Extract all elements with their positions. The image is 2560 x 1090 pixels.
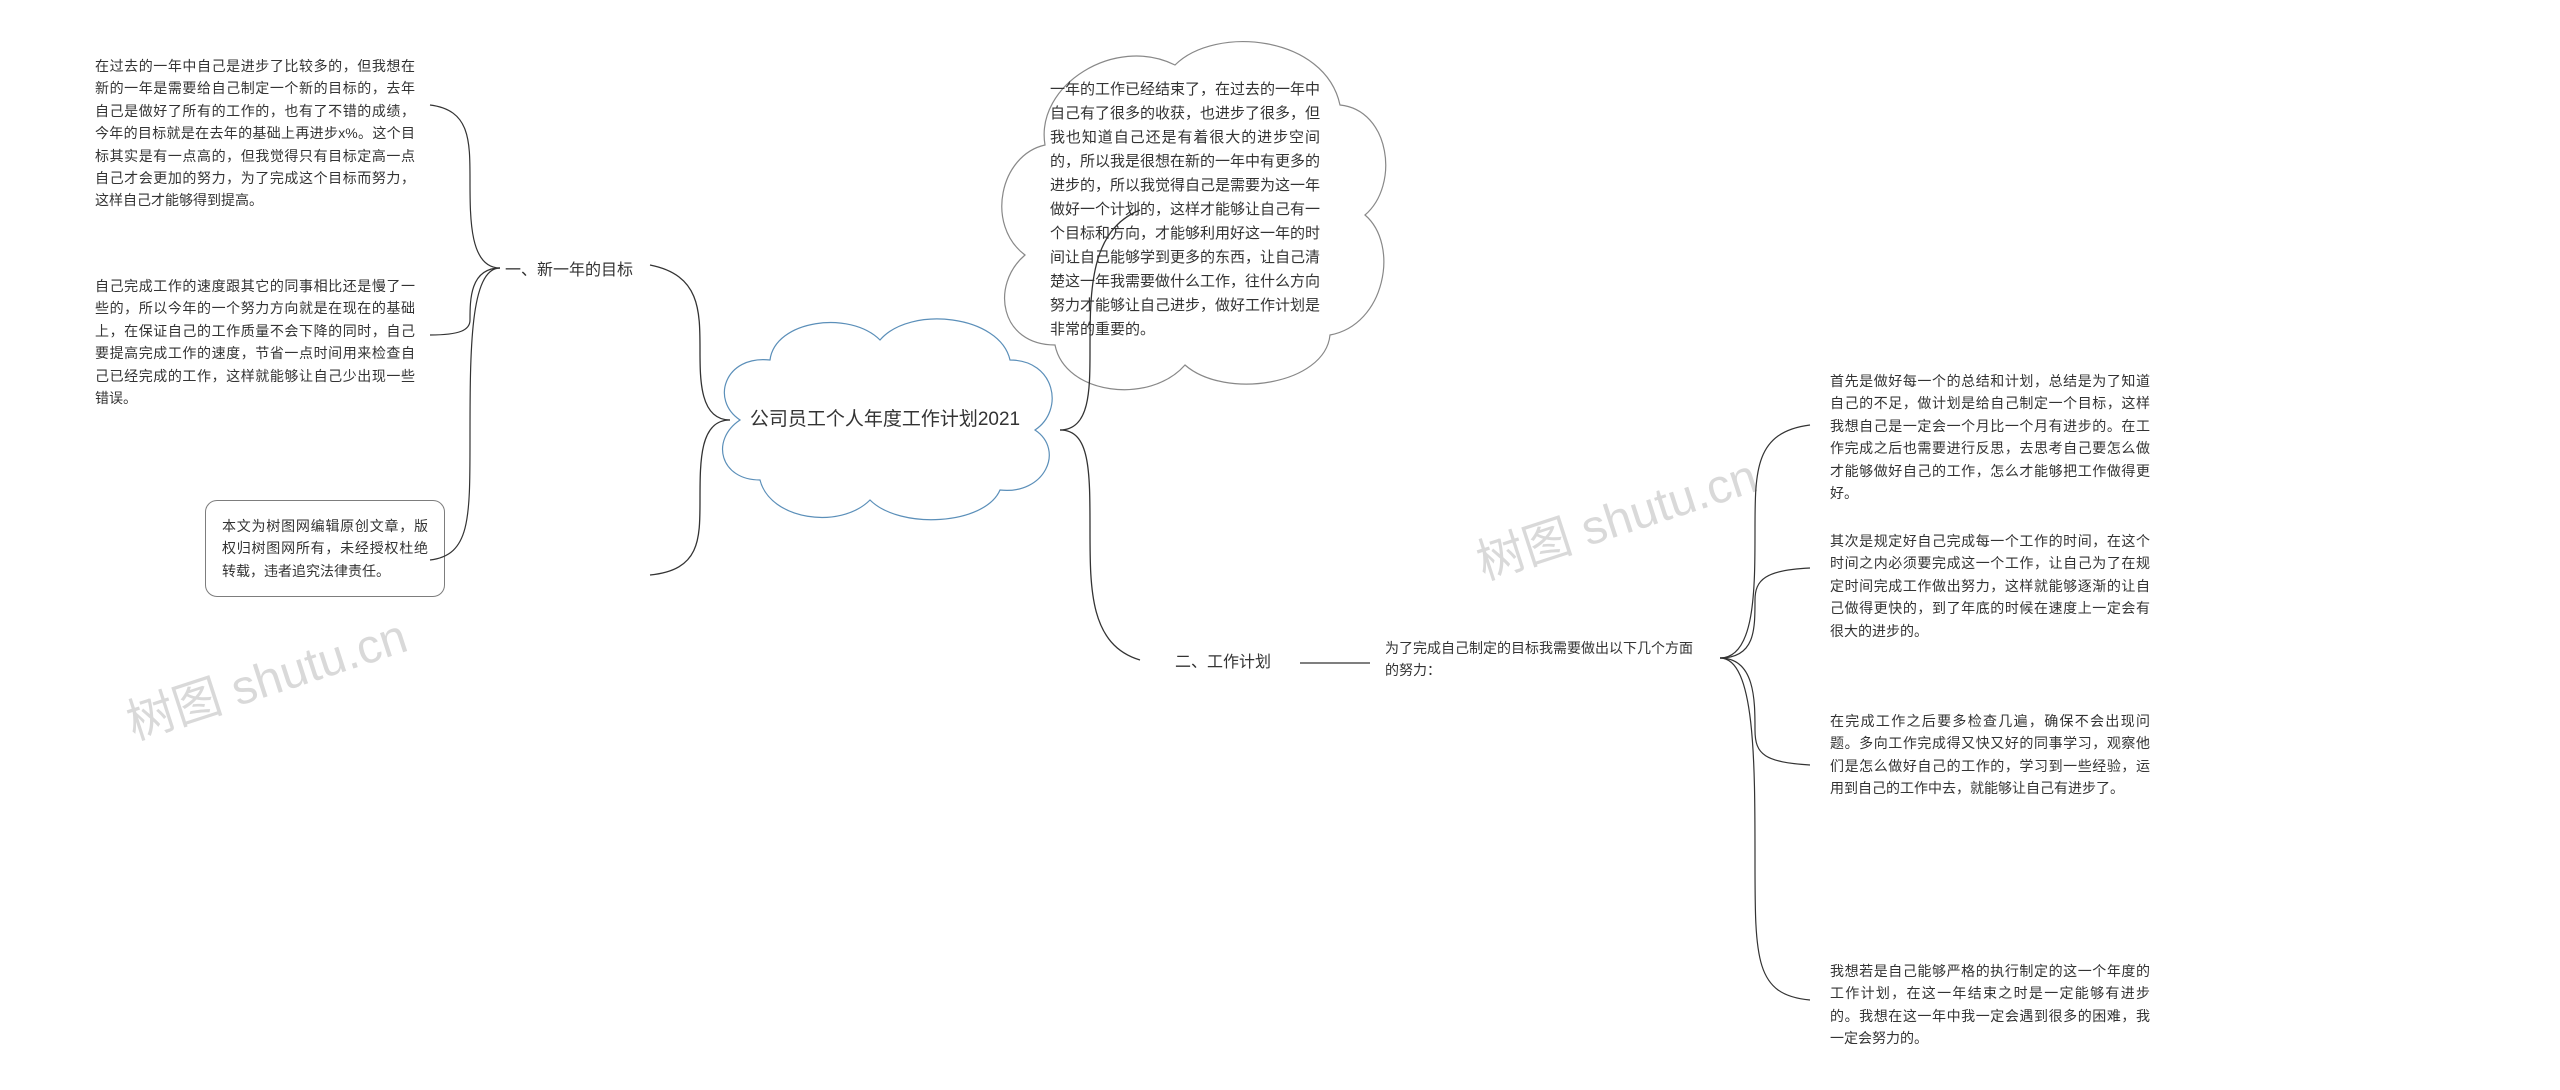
- center-left-brace: [640, 260, 740, 580]
- right-leaf-3: 在完成工作之后要多检查几遍，确保不会出现问题。多向工作完成得又快又好的同事学习，…: [1830, 710, 2150, 800]
- right-leaves-brace: [1715, 420, 1825, 1040]
- right-leaf-2: 其次是规定好自己完成每一个工作的时间，在这个时间之内必须要完成这一个工作，让自己…: [1830, 530, 2150, 642]
- right-leaf-2-text: 其次是规定好自己完成每一个工作的时间，在这个时间之内必须要完成这一个工作，让自己…: [1830, 533, 2150, 639]
- left-leaf-1: 在过去的一年中自己是进步了比较多的，但我想在新的一年是需要给自己制定一个新的目标…: [95, 55, 415, 212]
- right-leaf-3-text: 在完成工作之后要多检查几遍，确保不会出现问题。多向工作完成得又快又好的同事学习，…: [1830, 713, 2150, 796]
- right-sub-connector: [1300, 655, 1380, 675]
- right-leaf-1: 首先是做好每一个的总结和计划，总结是为了知道自己的不足，做计划是给自己制定一个目…: [1830, 370, 2150, 504]
- left-leaf-2: 自己完成工作的速度跟其它的同事相比还是慢了一些的，所以今年的一个努力方向就是在现…: [95, 275, 415, 409]
- right-leaf-4-text: 我想若是自己能够严格的执行制定的这一个年度的工作计划，在这一年结束之时是一定能够…: [1830, 963, 2150, 1046]
- left-leaf-1-text: 在过去的一年中自己是进步了比较多的，但我想在新的一年是需要给自己制定一个新的目标…: [95, 58, 415, 208]
- right-sub-label: 为了完成自己制定的目标我需要做出以下几个方面的努力：: [1385, 637, 1705, 682]
- watermark-2: 树图 shutu.cn: [1466, 437, 1764, 593]
- intro-text: 一年的工作已经结束了，在过去的一年中自己有了很多的收获，也进步了很多，但我也知道…: [1050, 78, 1320, 342]
- left-leaf-3: 本文为树图网编辑原创文章，版权归树图网所有，未经授权杜绝转载，违者追究法律责任。: [205, 500, 445, 597]
- right-leaf-4: 我想若是自己能够严格的执行制定的这一个年度的工作计划，在这一年结束之时是一定能够…: [1830, 960, 2150, 1050]
- left-leaf-2-text: 自己完成工作的速度跟其它的同事相比还是慢了一些的，所以今年的一个努力方向就是在现…: [95, 278, 415, 406]
- right-sub-label-text: 为了完成自己制定的目标我需要做出以下几个方面的努力：: [1385, 640, 1693, 678]
- right-leaf-1-text: 首先是做好每一个的总结和计划，总结是为了知道自己的不足，做计划是给自己制定一个目…: [1830, 373, 2150, 501]
- center-title: 公司员工个人年度工作计划2021: [730, 310, 1040, 530]
- center-title-text: 公司员工个人年度工作计划2021: [750, 405, 1020, 435]
- watermark-1: 树图 shutu.cn: [116, 597, 414, 753]
- left-section-label: 一、新一年的目标: [505, 258, 633, 284]
- left-leaf-3-text: 本文为树图网编辑原创文章，版权归树图网所有，未经授权杜绝转载，违者追究法律责任。: [222, 518, 428, 579]
- intro-text-node: 一年的工作已经结束了，在过去的一年中自己有了很多的收获，也进步了很多，但我也知道…: [1020, 30, 1350, 390]
- right-section-label: 二、工作计划: [1175, 650, 1271, 676]
